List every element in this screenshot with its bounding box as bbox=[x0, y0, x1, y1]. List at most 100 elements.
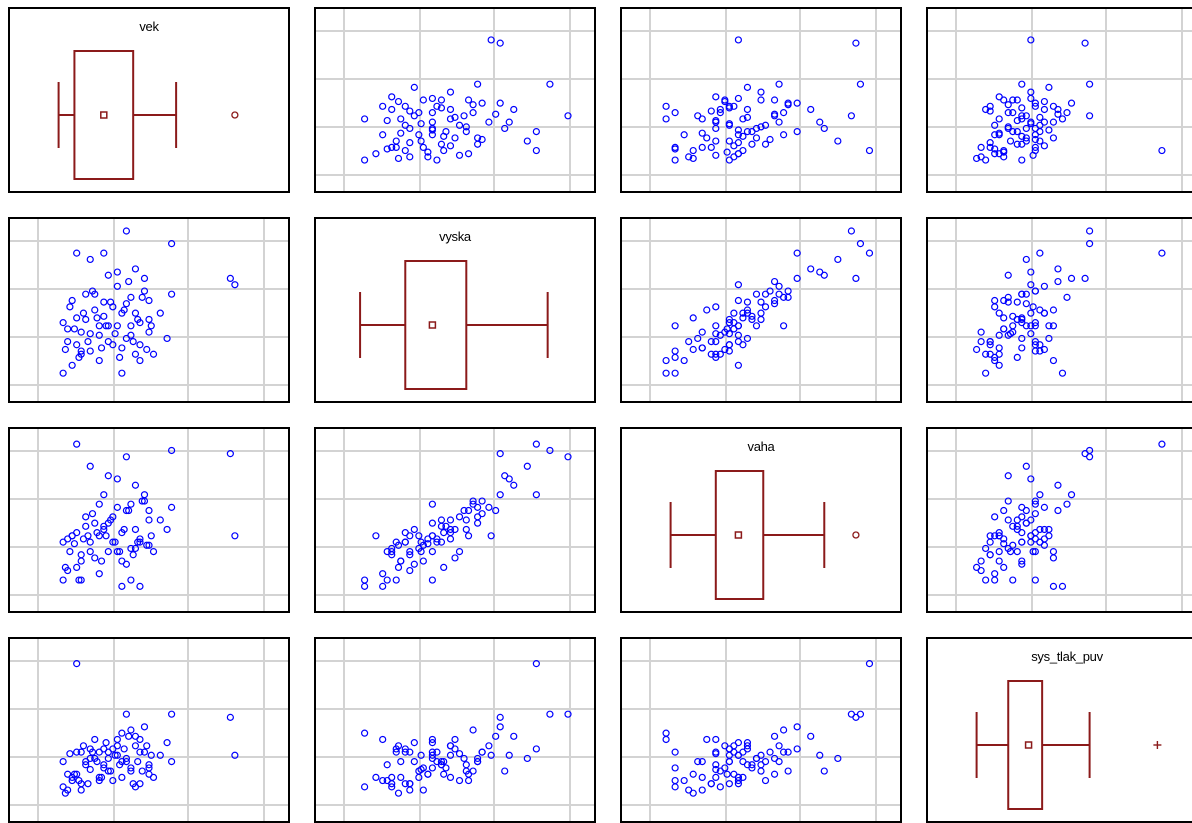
data-point bbox=[1067, 274, 1076, 283]
data-point bbox=[761, 303, 770, 311]
data-point bbox=[752, 322, 761, 330]
data-point bbox=[464, 776, 473, 785]
data-point bbox=[360, 115, 369, 123]
data-point bbox=[1009, 522, 1017, 530]
data-point bbox=[1018, 104, 1026, 112]
data-point bbox=[86, 745, 94, 753]
data-point bbox=[68, 776, 76, 785]
data-point bbox=[168, 503, 176, 511]
data-point bbox=[125, 506, 133, 515]
data-point bbox=[1027, 330, 1035, 338]
data-point bbox=[734, 776, 743, 785]
data-point bbox=[140, 274, 149, 283]
data-point bbox=[496, 491, 504, 499]
data-point bbox=[1036, 137, 1044, 145]
data-point bbox=[64, 337, 72, 346]
data-point bbox=[743, 742, 752, 750]
data-point bbox=[492, 506, 500, 515]
data-point bbox=[127, 576, 135, 584]
data-point bbox=[388, 105, 396, 114]
data-point bbox=[415, 131, 423, 139]
data-point bbox=[111, 751, 119, 759]
data-point bbox=[419, 143, 427, 151]
data-point bbox=[406, 566, 414, 575]
data-point bbox=[807, 265, 815, 273]
data-point bbox=[462, 516, 470, 524]
data-point bbox=[510, 732, 518, 740]
data-point bbox=[1027, 309, 1035, 317]
data-point bbox=[1004, 544, 1012, 553]
data-point bbox=[372, 773, 380, 781]
data-point bbox=[671, 143, 679, 151]
data-point bbox=[417, 120, 425, 128]
data-point bbox=[145, 328, 153, 336]
data-point bbox=[77, 576, 85, 584]
data-point bbox=[77, 786, 85, 794]
data-point bbox=[852, 39, 860, 47]
data-point bbox=[743, 83, 752, 91]
data-point bbox=[392, 576, 400, 584]
data-point bbox=[671, 748, 679, 756]
data-point bbox=[66, 303, 74, 311]
data-point bbox=[532, 127, 540, 136]
data-point bbox=[93, 314, 101, 322]
data-point bbox=[852, 274, 860, 283]
data-point bbox=[410, 83, 418, 91]
data-point bbox=[770, 96, 779, 104]
data-point bbox=[106, 767, 115, 775]
data-point bbox=[1000, 563, 1008, 571]
data-point bbox=[109, 303, 117, 311]
data-point bbox=[725, 780, 733, 788]
data-point bbox=[401, 748, 409, 756]
data-point bbox=[1031, 547, 1039, 556]
data-point bbox=[780, 322, 788, 330]
data-point bbox=[770, 277, 779, 286]
scatter-panel-vek-vs-sys_tlak_puv bbox=[926, 7, 1192, 193]
data-point bbox=[991, 303, 999, 311]
data-point bbox=[73, 748, 81, 756]
data-point bbox=[761, 140, 770, 148]
data-point bbox=[388, 143, 396, 151]
data-point bbox=[1018, 112, 1026, 120]
data-point bbox=[1022, 137, 1030, 145]
data-point bbox=[991, 296, 999, 305]
data-point bbox=[410, 739, 418, 747]
data-point bbox=[478, 497, 486, 505]
data-point bbox=[428, 576, 437, 584]
data-point bbox=[532, 491, 540, 499]
panel-plot-area bbox=[928, 9, 1192, 191]
data-point bbox=[118, 557, 126, 565]
data-point bbox=[671, 369, 679, 377]
boxplot-title: sys_tlak_puv bbox=[1031, 649, 1103, 664]
data-point bbox=[440, 529, 448, 537]
data-point bbox=[388, 547, 396, 556]
data-point bbox=[991, 145, 999, 153]
scatter-panel-vaha-vs-sys_tlak_puv bbox=[926, 427, 1192, 613]
data-point bbox=[428, 500, 437, 508]
data-point bbox=[743, 113, 752, 121]
data-point bbox=[1004, 516, 1012, 524]
data-point bbox=[136, 341, 144, 349]
data-point bbox=[662, 735, 670, 744]
data-point bbox=[437, 96, 446, 104]
data-point bbox=[816, 118, 824, 126]
data-point bbox=[834, 754, 842, 763]
data-point bbox=[1013, 315, 1021, 324]
data-point bbox=[730, 309, 738, 317]
data-point bbox=[462, 123, 470, 131]
data-point bbox=[394, 563, 403, 571]
data-point bbox=[77, 328, 85, 336]
data-point bbox=[1018, 315, 1026, 324]
data-point bbox=[73, 563, 81, 571]
data-point bbox=[986, 107, 994, 115]
data-point bbox=[757, 298, 765, 306]
data-point bbox=[440, 563, 448, 571]
data-point bbox=[104, 472, 112, 480]
data-point bbox=[995, 331, 1003, 339]
data-point bbox=[1004, 331, 1012, 339]
data-point bbox=[1027, 475, 1035, 483]
scatter-panel-vek-vs-vyska bbox=[314, 7, 596, 193]
mean-marker bbox=[428, 321, 437, 329]
data-point bbox=[82, 315, 90, 324]
data-point bbox=[127, 293, 135, 301]
